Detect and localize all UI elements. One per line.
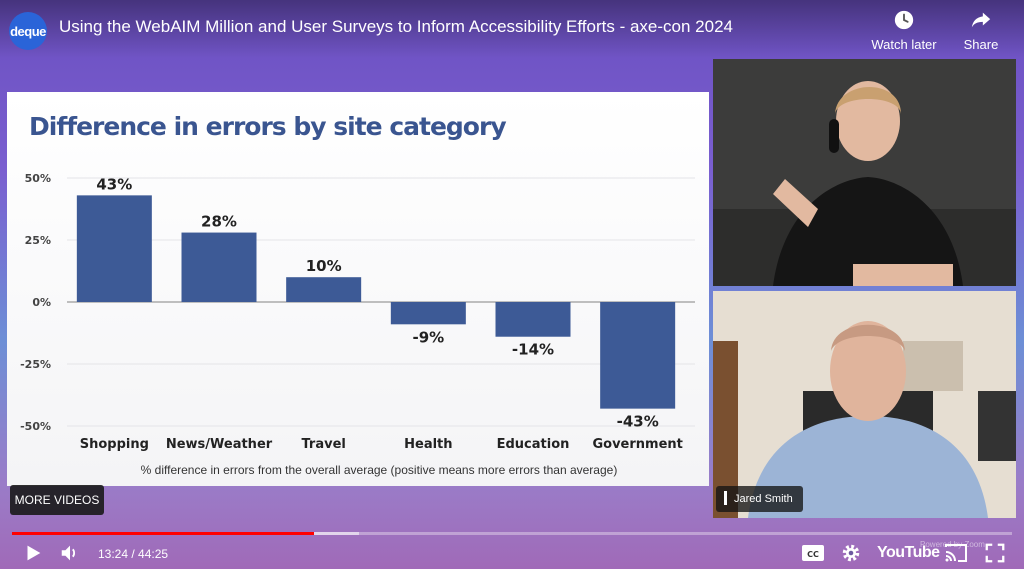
data-label: 43%	[96, 175, 132, 193]
category-label: Government	[592, 437, 682, 452]
bar-education	[495, 302, 571, 337]
presentation-slide: Difference in errors by site category 50…	[7, 92, 709, 486]
more-videos-button[interactable]: MORE VIDEOS	[10, 485, 104, 515]
player-top-bar: deque Using the WebAIM Million and User …	[0, 0, 1024, 58]
y-tick-label: -25%	[20, 358, 51, 371]
webcam-speaker-1	[713, 59, 1016, 286]
x-axis-label: % difference in errors from the overall …	[141, 463, 618, 477]
y-tick-label: -50%	[20, 420, 51, 433]
time-display: 13:24 / 44:25	[98, 547, 169, 561]
progress-played	[12, 532, 314, 535]
category-label: Education	[497, 437, 570, 452]
bar-news-weather	[181, 232, 257, 302]
category-label: Travel	[301, 437, 345, 452]
fullscreen-icon[interactable]	[984, 542, 1006, 564]
gear-icon[interactable]	[840, 542, 862, 564]
share-label: Share	[963, 37, 999, 52]
data-label: -14%	[512, 341, 554, 359]
bar-chart: 50% 25% 0% -25% -50% 43% Shopping 28% News/Weath…	[20, 172, 695, 477]
category-label: Health	[404, 437, 452, 452]
cast-icon[interactable]	[944, 542, 968, 564]
channel-logo[interactable]: deque	[9, 12, 47, 50]
data-label: -9%	[412, 328, 444, 346]
share-button[interactable]: Share	[941, 9, 1021, 52]
bar-government	[600, 302, 676, 409]
watch-later-label: Watch later	[871, 37, 937, 52]
watch-later-button[interactable]: Watch later	[864, 9, 944, 52]
slide-title: Difference in errors by site category	[29, 112, 507, 141]
category-label: News/Weather	[166, 437, 273, 452]
data-label: -43%	[617, 413, 659, 431]
webcam-speaker-2	[713, 291, 1016, 518]
y-tick-label: 0%	[32, 296, 51, 309]
player-controls: 13:24 / 44:25 CC YouTube Powered by Zoom	[0, 538, 1024, 569]
volume-icon[interactable]	[59, 542, 81, 564]
data-label: 28%	[201, 213, 237, 231]
category-label: Shopping	[80, 437, 149, 452]
data-label: 10%	[306, 257, 342, 275]
share-icon	[971, 12, 991, 28]
cc-icon[interactable]: CC	[801, 542, 825, 564]
y-tick-label: 50%	[25, 172, 51, 185]
play-icon[interactable]	[22, 542, 44, 564]
progress-bar[interactable]	[12, 532, 1012, 535]
speaker-name-tag: Jared Smith	[716, 486, 803, 512]
video-title[interactable]: Using the WebAIM Million and User Survey…	[59, 17, 733, 36]
svg-text:CC: CC	[807, 550, 819, 559]
youtube-logo[interactable]: YouTube	[877, 544, 940, 561]
bar-shopping	[76, 195, 152, 302]
speaker-1-video	[713, 59, 1016, 286]
clock-icon	[894, 10, 914, 30]
bar-health	[390, 302, 466, 325]
speaker-2-video	[713, 291, 1016, 518]
y-tick-label: 25%	[25, 234, 51, 247]
bar-travel	[286, 277, 362, 302]
